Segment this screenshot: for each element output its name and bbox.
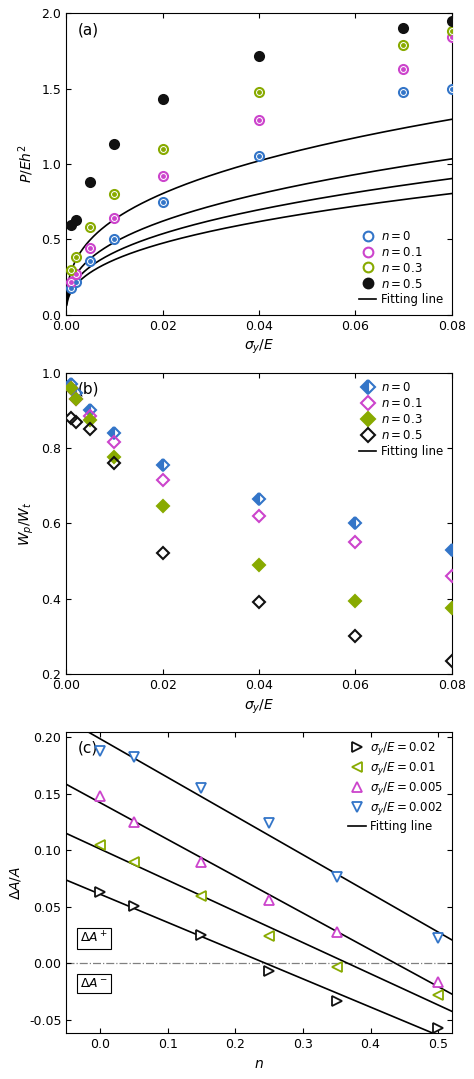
- X-axis label: $\sigma_y/E$: $\sigma_y/E$: [244, 697, 274, 715]
- Y-axis label: $W_p/W_t$: $W_p/W_t$: [18, 501, 36, 546]
- Text: $\Delta A^-$: $\Delta A^-$: [80, 978, 108, 991]
- Y-axis label: $P/Eh^2$: $P/Eh^2$: [16, 145, 36, 183]
- X-axis label: $\sigma_y/E$: $\sigma_y/E$: [244, 338, 274, 356]
- Text: (b): (b): [78, 382, 100, 397]
- X-axis label: $n$: $n$: [254, 1056, 264, 1070]
- Text: $\Delta A^+$: $\Delta A^+$: [80, 931, 108, 946]
- Legend: $n = 0$, $n = 0.1$, $n = 0.3$, $n = 0.5$, Fitting line: $n = 0$, $n = 0.1$, $n = 0.3$, $n = 0.5$…: [356, 228, 446, 309]
- Text: (c): (c): [78, 741, 98, 756]
- Legend: $\sigma_y/E = 0.02$, $\sigma_y/E = 0.01$, $\sigma_y/E = 0.005$, $\sigma_y/E = 0.: $\sigma_y/E = 0.02$, $\sigma_y/E = 0.01$…: [346, 738, 446, 835]
- Y-axis label: $\Delta A/A$: $\Delta A/A$: [9, 865, 23, 900]
- Text: (a): (a): [78, 23, 99, 38]
- Legend: $n = 0$, $n = 0.1$, $n = 0.3$, $n = 0.5$, Fitting line: $n = 0$, $n = 0.1$, $n = 0.3$, $n = 0.5$…: [356, 379, 446, 460]
